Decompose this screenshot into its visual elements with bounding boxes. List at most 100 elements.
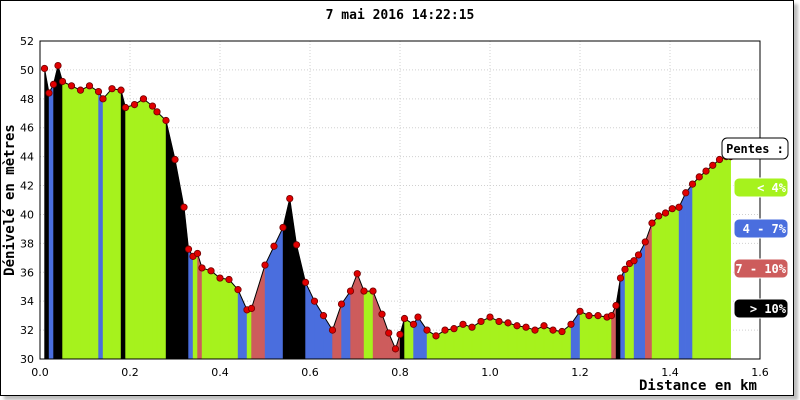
slope-segment <box>201 267 212 360</box>
slope-segment <box>246 308 252 360</box>
slope-segment <box>143 98 153 360</box>
data-point <box>477 317 485 326</box>
data-point <box>171 155 179 164</box>
data-point <box>391 345 400 353</box>
data-point <box>612 301 620 310</box>
slope-segment <box>134 98 144 360</box>
legend: Pentes : < 4% 4 - 7% 7 - 10% > 10% <box>721 137 789 319</box>
y-tick-labels: 30 32 34 36 38 40 42 44 46 48 50 52 <box>20 35 34 366</box>
data-point <box>668 205 676 213</box>
slope-segment <box>210 270 221 360</box>
y-tick-label: 38 <box>20 237 34 250</box>
slope-segment <box>188 248 194 360</box>
data-point <box>486 313 494 321</box>
slope-segment <box>156 111 167 360</box>
data-point <box>184 245 193 253</box>
data-point <box>360 287 368 295</box>
y-tick-label: 52 <box>20 35 34 48</box>
legend-entry: 4 - 7% <box>733 218 789 239</box>
y-tick-label: 32 <box>20 324 34 337</box>
data-point <box>301 278 310 286</box>
data-point <box>139 95 148 103</box>
slope-segment <box>192 253 198 360</box>
data-point <box>522 323 530 331</box>
data-point <box>198 264 206 272</box>
data-point <box>193 249 202 258</box>
chart-title: 7 mai 2016 14:22:15 <box>326 8 475 23</box>
slope-segment <box>665 208 673 360</box>
slope-segment <box>102 88 113 360</box>
data-point <box>108 85 116 93</box>
data-points <box>40 61 735 353</box>
slope-segment <box>516 325 527 360</box>
slope-segment <box>111 88 122 360</box>
slope-segment <box>620 269 626 360</box>
data-point <box>286 194 294 203</box>
data-point <box>353 270 361 278</box>
data-point <box>346 287 355 295</box>
data-point <box>459 320 467 328</box>
y-tick-label: 46 <box>20 122 34 135</box>
slope-segment <box>624 263 630 360</box>
slope-segment <box>705 164 713 360</box>
data-point <box>94 87 103 96</box>
slope-segment <box>597 315 608 360</box>
data-point <box>655 212 663 220</box>
data-point <box>409 320 418 328</box>
slope-segment <box>672 206 680 360</box>
data-point <box>540 322 548 330</box>
y-axis-label: Dénivelé en mètres <box>2 124 18 276</box>
data-point <box>450 325 458 333</box>
data-point <box>549 326 557 334</box>
data-point <box>400 314 409 323</box>
data-point <box>45 89 53 97</box>
legend-label: < 4% <box>757 181 787 195</box>
data-point <box>682 189 690 197</box>
legend-label: 7 - 10% <box>735 262 786 276</box>
data-point <box>121 103 130 112</box>
x-tick-label: 0.6 <box>301 366 319 379</box>
data-point <box>76 86 85 94</box>
data-point <box>162 116 170 125</box>
data-point <box>594 312 602 320</box>
y-tick-label: 50 <box>20 64 34 77</box>
data-point <box>634 251 643 259</box>
data-point <box>117 86 125 94</box>
data-point <box>432 332 440 340</box>
y-tick-label: 40 <box>20 208 34 221</box>
legend-entry: < 4% <box>733 177 789 198</box>
legend-swatch <box>733 177 789 198</box>
legend-swatch <box>733 298 789 319</box>
data-point <box>319 312 328 320</box>
data-point <box>130 101 139 109</box>
data-point <box>423 326 431 334</box>
data-point <box>441 326 449 334</box>
y-tick-label: 42 <box>20 180 34 193</box>
data-point <box>207 267 215 275</box>
x-tick-label: 0.4 <box>211 366 229 379</box>
slope-segment <box>712 159 720 360</box>
data-point <box>531 326 539 334</box>
data-point <box>621 265 629 273</box>
data-point <box>153 108 161 116</box>
data-point <box>261 261 269 269</box>
data-point <box>58 77 67 86</box>
data-point <box>279 223 287 232</box>
y-tick-label: 34 <box>20 295 34 308</box>
x-tick-label: 0.0 <box>31 366 49 379</box>
data-point <box>585 312 593 320</box>
slope-segment <box>719 156 727 360</box>
slope-segment <box>219 277 230 360</box>
data-point <box>270 242 278 250</box>
x-tick-label: 0.8 <box>391 366 409 379</box>
slope-segment <box>57 65 63 360</box>
data-point <box>67 82 76 90</box>
data-point <box>661 209 670 217</box>
legend-swatch <box>733 218 789 239</box>
x-tick-label: 1.6 <box>751 366 769 379</box>
legend-title: Pentes : <box>726 142 784 156</box>
slope-segment <box>48 84 54 360</box>
slope-segment <box>152 105 158 360</box>
legend-title-box <box>721 137 789 160</box>
